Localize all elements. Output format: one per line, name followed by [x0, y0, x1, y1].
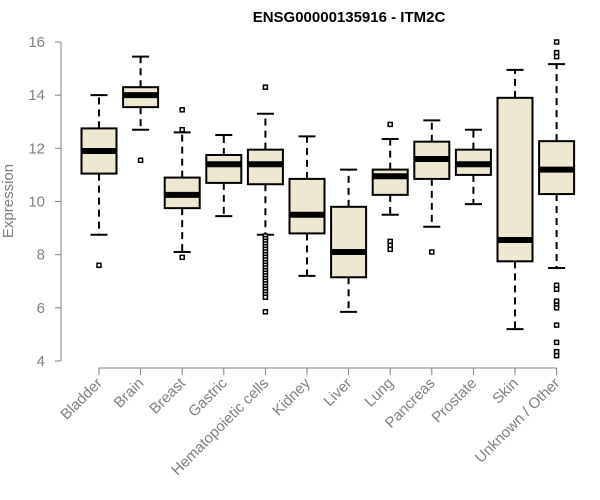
outlier-point — [262, 309, 269, 315]
box-breast — [163, 107, 201, 261]
box-skin — [496, 68, 534, 331]
outlier-point — [553, 339, 560, 346]
outlier-point — [553, 39, 560, 45]
x-tick-label: Breast — [146, 374, 189, 417]
box-iqr — [496, 96, 534, 263]
outlier-point — [179, 254, 185, 261]
chart-title: ENSG00000135916 - ITM2C — [253, 9, 446, 26]
box-gastric — [205, 134, 243, 218]
outlier-point — [553, 352, 560, 359]
box-unknown-other — [538, 39, 576, 359]
outlier-point — [553, 322, 560, 328]
x-tick-label: Bladder — [57, 375, 106, 424]
y-tick-label: 8 — [37, 247, 45, 264]
y-axis: 4 6 8 10 12 14 16 — [28, 34, 62, 370]
outlier-point — [137, 157, 144, 164]
x-tick-label: Liver — [320, 375, 355, 410]
outlier-point — [262, 294, 269, 300]
box-iqr — [205, 153, 243, 184]
box-bladder — [80, 94, 118, 269]
x-tick-label: Lung — [361, 375, 397, 411]
outlier-point — [96, 262, 102, 269]
outlier-point — [429, 249, 435, 255]
y-tick-label: 16 — [28, 34, 45, 51]
y-tick-label: 4 — [37, 353, 45, 370]
box-iqr — [288, 177, 326, 235]
x-tick-label: Brain — [111, 375, 148, 412]
x-tick-label: Skin — [489, 375, 522, 408]
x-tick-label: Kidney — [269, 374, 314, 419]
box-iqr — [330, 205, 368, 279]
outlier-point — [387, 246, 393, 253]
y-axis-label: Expression — [0, 164, 17, 238]
box-liver — [330, 168, 368, 313]
y-tick-label: 6 — [37, 300, 45, 317]
outlier-point — [387, 121, 393, 128]
box-brain — [122, 55, 160, 164]
box-pancreas — [413, 119, 451, 255]
y-tick-label: 12 — [28, 140, 45, 157]
outlier-point — [553, 53, 560, 60]
y-tick-label: 10 — [28, 194, 45, 211]
outlier-point — [553, 305, 560, 311]
box-hematopoietic-cells — [246, 84, 284, 315]
outlier-point — [179, 107, 185, 113]
x-tick-label: Prostate — [429, 375, 481, 427]
box-prostate — [454, 128, 492, 206]
box-kidney — [288, 135, 326, 277]
outlier-point — [262, 84, 269, 90]
boxes-group — [80, 39, 576, 359]
y-tick-label: 14 — [28, 87, 45, 104]
outlier-point — [553, 286, 560, 292]
box-lung — [371, 121, 409, 253]
outlier-point — [179, 126, 185, 133]
